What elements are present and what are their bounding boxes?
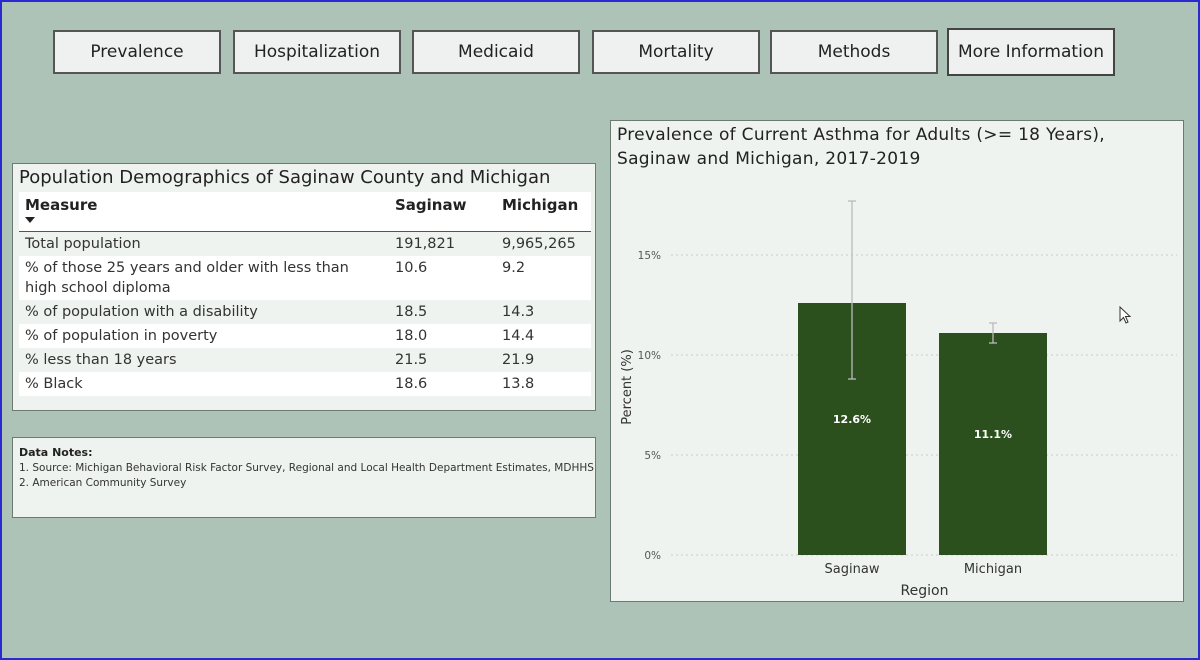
- cell-measure: % Black: [19, 372, 389, 396]
- cell-michigan: 14.3: [496, 300, 591, 324]
- y-tick-label: 10%: [638, 350, 661, 362]
- cell-measure: % of those 25 years and older with less …: [19, 256, 389, 300]
- cell-saginaw: 21.5: [389, 348, 496, 372]
- nav-hospitalization-button[interactable]: Hospitalization: [233, 30, 401, 74]
- table-row: % Black 18.6 13.8: [19, 372, 591, 396]
- cell-measure: Total population: [19, 231, 389, 256]
- sort-descending-icon[interactable]: [25, 217, 35, 223]
- cell-michigan: 21.9: [496, 348, 591, 372]
- cell-measure: % less than 18 years: [19, 348, 389, 372]
- nav-prevalence-button[interactable]: Prevalence: [53, 30, 221, 74]
- data-notes-title: Data Notes:: [19, 446, 93, 459]
- mouse-pointer-icon: [1119, 306, 1132, 324]
- demographics-table: Measure Saginaw Michigan Total populatio…: [19, 192, 591, 396]
- table-row: % of those 25 years and older with less …: [19, 256, 591, 300]
- column-header-measure[interactable]: Measure: [19, 192, 389, 232]
- column-header-saginaw[interactable]: Saginaw: [389, 192, 496, 232]
- cell-saginaw: 191,821: [389, 231, 496, 256]
- x-tick-label: Saginaw: [825, 562, 880, 577]
- nav-mortality-button[interactable]: Mortality: [592, 30, 760, 74]
- demographics-title: Population Demographics of Saginaw Count…: [19, 167, 551, 188]
- x-tick-label: Michigan: [964, 562, 1022, 577]
- asthma-bar-chart: 0% 5% 10% 15% 12.6% Saginaw 11.1% Michigan Regio…: [620, 200, 1177, 599]
- y-tick-label: 5%: [644, 450, 661, 462]
- cell-michigan: 13.8: [496, 372, 591, 396]
- cell-saginaw: 18.0: [389, 324, 496, 348]
- nav-more-information-button[interactable]: More Information: [947, 28, 1115, 76]
- cell-measure: % of population in poverty: [19, 324, 389, 348]
- table-row: Total population 191,821 9,965,265: [19, 231, 591, 256]
- y-tick-label: 0%: [644, 550, 661, 562]
- y-tick-label: 15%: [638, 250, 661, 262]
- nav-methods-button[interactable]: Methods: [770, 30, 938, 74]
- data-label: 12.6%: [833, 413, 871, 426]
- data-note-line: 2. American Community Survey: [19, 477, 187, 489]
- cell-michigan: 9.2: [496, 256, 591, 300]
- cell-saginaw: 18.6: [389, 372, 496, 396]
- table-row: % less than 18 years 21.5 21.9: [19, 348, 591, 372]
- data-label: 11.1%: [974, 428, 1012, 441]
- asthma-chart-panel: Prevalence of Current Asthma for Adults …: [610, 120, 1184, 602]
- nav-medicaid-button[interactable]: Medicaid: [412, 30, 580, 74]
- bar-michigan: [939, 333, 1047, 555]
- x-axis-label: Region: [901, 583, 949, 599]
- cell-michigan: 14.4: [496, 324, 591, 348]
- cell-measure: % of population with a disability: [19, 300, 389, 324]
- column-header-michigan[interactable]: Michigan: [496, 192, 591, 232]
- cell-michigan: 9,965,265: [496, 231, 591, 256]
- cell-saginaw: 18.5: [389, 300, 496, 324]
- demographics-table-panel: Population Demographics of Saginaw Count…: [12, 163, 596, 411]
- table-row: % of population in poverty 18.0 14.4: [19, 324, 591, 348]
- cell-saginaw: 10.6: [389, 256, 496, 300]
- column-header-measure-label: Measure: [25, 196, 98, 214]
- y-axis-label: Percent (%): [620, 349, 635, 425]
- data-note-line: 1. Source: Michigan Behavioral Risk Fact…: [19, 462, 594, 474]
- table-row: % of population with a disability 18.5 1…: [19, 300, 591, 324]
- chart-title: Prevalence of Current Asthma for Adults …: [617, 125, 1105, 169]
- data-notes-panel: Data Notes: 1. Source: Michigan Behavior…: [12, 437, 596, 518]
